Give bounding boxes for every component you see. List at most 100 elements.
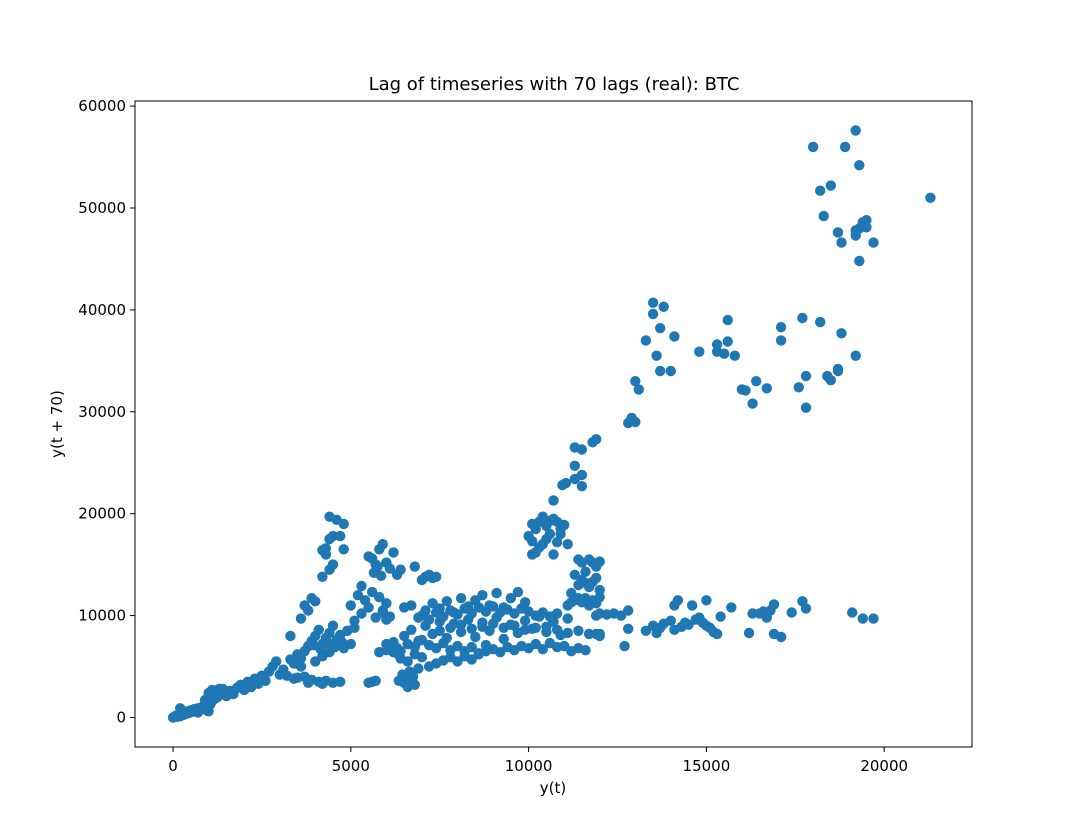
scatter-point	[384, 611, 396, 622]
scatter-point	[409, 641, 420, 653]
scatter-point	[797, 312, 808, 324]
scatter-point	[672, 595, 684, 606]
scatter-point	[576, 481, 588, 492]
scatter-point	[548, 495, 559, 506]
scatter-point	[761, 383, 772, 394]
scatter-point	[480, 646, 492, 657]
scatter-point	[406, 600, 417, 611]
scatter-point	[338, 544, 349, 555]
scatter-point	[466, 608, 477, 619]
scatter-point	[800, 603, 812, 614]
scatter-point	[775, 322, 787, 333]
scatter-point	[619, 640, 630, 652]
scatter-point	[768, 599, 780, 610]
scatter-point	[327, 620, 339, 631]
scatter-point	[519, 615, 531, 626]
scatter-point	[551, 516, 563, 527]
scatter-point	[701, 595, 712, 606]
scatter-point	[569, 473, 580, 485]
scatter-point	[416, 634, 428, 646]
chart-title: Lag of timeseries with 70 lags (real): B…	[369, 74, 740, 95]
scatter-point	[491, 587, 502, 599]
scatter-point	[665, 615, 676, 626]
scatter-point	[375, 570, 387, 581]
scatter-point	[861, 222, 872, 233]
scatter-point	[498, 633, 509, 645]
scatter-point	[551, 537, 563, 548]
scatter-point	[466, 641, 477, 653]
scatter-point	[800, 402, 812, 413]
scatter-point	[541, 626, 552, 638]
scatter-point	[665, 365, 676, 377]
scatter-point	[687, 600, 698, 611]
scatter-point	[850, 125, 861, 136]
scatter-point	[487, 618, 499, 629]
y-axis: 0 10000 20000 30000 40000 50000 60000	[78, 97, 135, 726]
scatter-point	[633, 384, 644, 395]
scatter-point	[477, 621, 488, 632]
scatter-point	[815, 316, 826, 328]
scatter-point	[349, 615, 360, 626]
scatter-point	[395, 564, 406, 575]
scatter-point	[580, 566, 591, 577]
scatter-point	[647, 308, 659, 320]
scatter-point	[207, 684, 218, 696]
scatter-point	[381, 645, 392, 656]
scatter-point	[726, 602, 737, 613]
scatter-point	[527, 549, 538, 560]
scatter-point	[854, 255, 865, 267]
scatter-point	[370, 675, 381, 686]
scatter-point	[640, 625, 652, 636]
scatter-point	[487, 601, 499, 612]
scatter-point	[336, 636, 348, 648]
scatter-point	[409, 679, 420, 690]
scatter-point	[352, 590, 364, 601]
scatter-point	[655, 365, 666, 377]
scatter-point	[640, 335, 652, 346]
scatter-point	[505, 593, 516, 604]
scatter-point	[320, 549, 332, 560]
x-axis: 0 5000 10000 15000 20000	[168, 747, 908, 775]
scatter-point	[850, 350, 861, 361]
scatter-point	[199, 694, 211, 706]
scatter-point	[477, 590, 488, 601]
scatter-point	[793, 382, 804, 393]
y-axis-label: y(t + 70)	[48, 390, 66, 458]
scatter-point	[548, 549, 559, 560]
scatter-point	[594, 628, 605, 640]
scatter-point	[825, 180, 836, 191]
scatter-point	[407, 671, 419, 682]
scatter-point	[381, 598, 392, 609]
scatter-point	[630, 416, 641, 428]
scatter-point	[384, 563, 396, 574]
scatter-point	[423, 614, 435, 625]
scatter-point	[315, 644, 326, 655]
scatter-point	[925, 192, 936, 203]
scatter-point	[573, 625, 584, 636]
scatter-point	[509, 620, 520, 631]
x-tick-label: 5000	[332, 757, 370, 775]
scatter-point	[807, 141, 819, 153]
scatter-point	[438, 637, 449, 649]
scatter-point	[438, 611, 449, 622]
plot-frame	[134, 100, 973, 748]
scatter-point	[594, 556, 605, 567]
scatter-point	[591, 434, 602, 445]
scatter-point	[775, 631, 787, 643]
scatter-point	[527, 536, 538, 547]
y-tick-label: 20000	[78, 505, 126, 523]
scatter-point	[470, 631, 481, 643]
scatter-point	[303, 605, 314, 616]
scatter-point	[512, 586, 524, 598]
scatter-point	[327, 530, 339, 542]
scatter-point	[393, 675, 404, 686]
scatter-point	[466, 623, 477, 634]
scatter-point	[313, 624, 324, 635]
scatter-point	[455, 593, 467, 604]
scatter-point	[562, 613, 573, 624]
scatter-point	[431, 571, 442, 582]
scatter-point	[416, 652, 428, 663]
scatter-point	[399, 630, 410, 642]
scatter-point	[800, 370, 812, 382]
